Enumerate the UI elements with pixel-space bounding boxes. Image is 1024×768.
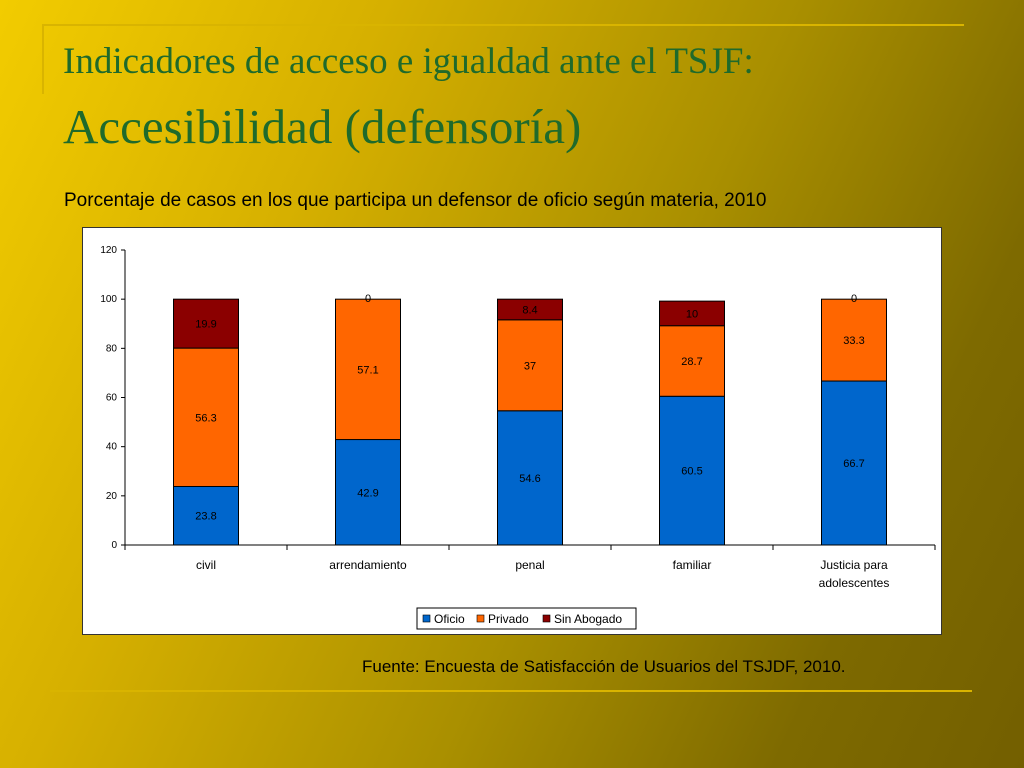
bar-segment-oficio — [497, 410, 563, 546]
bottom-rule — [50, 690, 972, 692]
bar-segment-oficio — [659, 395, 725, 546]
source-note: Fuente: Encuesta de Satisfacción de Usua… — [362, 657, 846, 676]
y-tick-label: 120 — [100, 245, 117, 256]
x-tick-label: Justicia para — [820, 558, 888, 572]
data-label: 33.3 — [843, 335, 864, 347]
data-label: 37 — [524, 360, 536, 372]
y-tick-label: 40 — [106, 442, 118, 453]
slide-title-line2: Accesibilidad (defensoría) — [63, 99, 582, 154]
bar-segment-privado — [173, 347, 239, 487]
data-label: 66.7 — [843, 458, 864, 470]
data-label: 19.9 — [195, 319, 216, 331]
data-label: 0 — [851, 293, 857, 305]
bar-segment-sin-abogado — [497, 298, 563, 321]
bar-segment-privado — [821, 298, 887, 382]
x-tick-label: penal — [515, 558, 544, 572]
data-label: 56.3 — [195, 412, 216, 424]
legend-box — [416, 607, 637, 630]
data-label: 60.5 — [681, 466, 702, 478]
y-tick-label: 60 — [106, 393, 118, 404]
bar-segment-sin-abogado — [659, 300, 725, 327]
legend-swatch-oficio — [422, 614, 431, 623]
chart-container: 0 20 40 60 80 100 120 23.8 56.3 19.9 civil 42.9 57.1… — [82, 227, 942, 635]
bar-segment-oficio — [173, 485, 239, 546]
y-tick-label: 80 — [106, 343, 118, 354]
data-label: 28.7 — [681, 356, 702, 368]
y-tick-label: 0 — [111, 540, 117, 551]
bar-segment-privado — [335, 298, 401, 441]
data-label: 23.8 — [195, 511, 216, 523]
bar-segment-oficio — [335, 439, 401, 546]
left-rule — [42, 24, 44, 94]
data-label: 8.4 — [522, 304, 537, 316]
y-tick-label: 20 — [106, 491, 118, 502]
bar-segment-sin-abogado — [173, 298, 239, 349]
data-label: 0 — [365, 293, 371, 305]
data-label: 42.9 — [357, 487, 378, 499]
top-rule — [42, 24, 964, 26]
x-tick-label: arrendamiento — [329, 558, 407, 572]
legend-label: Privado — [488, 612, 529, 626]
legend-label: Oficio — [434, 612, 465, 626]
stacked-bar-chart: 02040608010012023.856.319.9civil42.957.1… — [100, 245, 936, 630]
x-tick-label: adolescentes — [819, 576, 890, 590]
data-label: 54.6 — [519, 473, 540, 485]
legend-label: Sin Abogado — [554, 612, 622, 626]
y-tick-label: 100 — [100, 294, 117, 305]
slide-title-line1: Indicadores de acceso e igualdad ante el… — [63, 41, 754, 82]
data-label: 10 — [686, 308, 698, 320]
chart-subtitle: Porcentaje de casos en los que participa… — [64, 190, 767, 211]
bar-segment-oficio — [821, 380, 887, 546]
x-tick-label: familiar — [673, 558, 712, 572]
data-label: 57.1 — [357, 364, 378, 376]
bar-segment-privado — [659, 325, 725, 397]
x-tick-label: civil — [196, 558, 216, 572]
legend-swatch-privado — [476, 614, 485, 623]
legend-swatch-sin-abogado — [542, 614, 551, 623]
